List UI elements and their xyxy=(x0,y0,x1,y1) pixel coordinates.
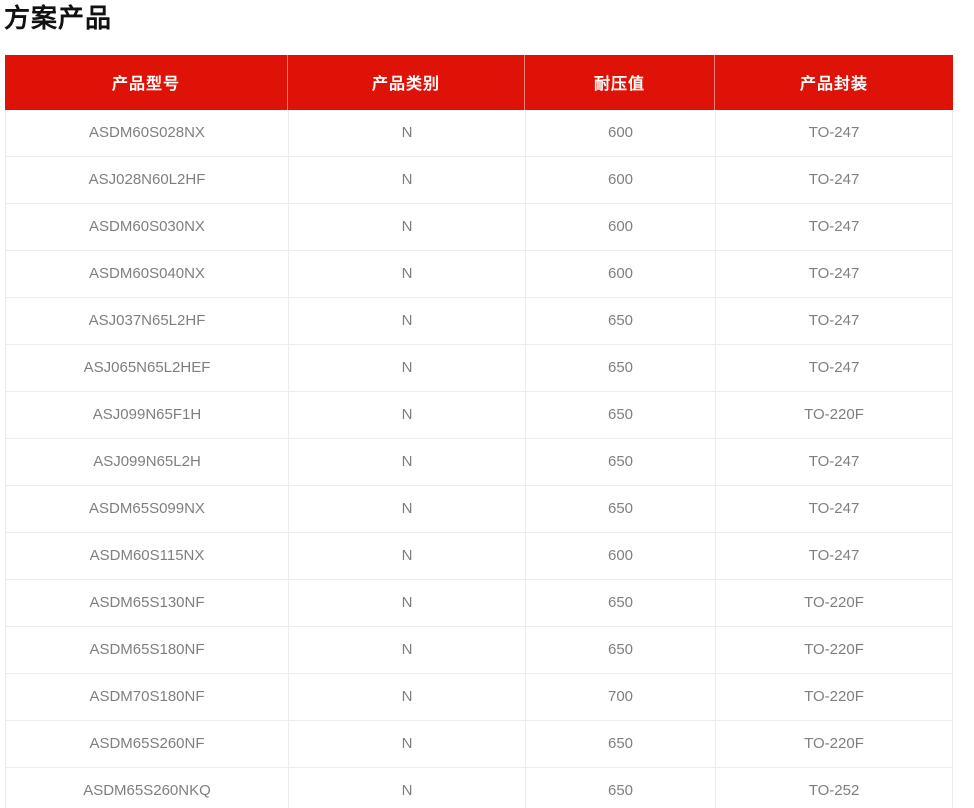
cell-model: ASDM65S099NX xyxy=(5,485,288,533)
table-row: ASJ099N65F1H N 650 TO-220F xyxy=(5,391,953,439)
cell-category: N xyxy=(288,532,525,580)
cell-model: ASJ099N65F1H xyxy=(5,391,288,439)
cell-category: N xyxy=(288,767,525,808)
cell-package: TO-252 xyxy=(715,767,953,808)
table-row: ASJ037N65L2HF N 650 TO-247 xyxy=(5,297,953,345)
cell-model: ASDM65S180NF xyxy=(5,626,288,674)
cell-category: N xyxy=(288,344,525,392)
cell-model: ASDM60S040NX xyxy=(5,250,288,298)
cell-category: N xyxy=(288,626,525,674)
cell-voltage: 650 xyxy=(525,344,715,392)
column-header-model: 产品型号 xyxy=(5,54,288,110)
cell-model: ASDM65S130NF xyxy=(5,579,288,627)
cell-voltage: 600 xyxy=(525,156,715,204)
cell-category: N xyxy=(288,673,525,721)
cell-package: TO-247 xyxy=(715,297,953,345)
cell-package: TO-220F xyxy=(715,391,953,439)
cell-package: TO-220F xyxy=(715,673,953,721)
column-header-package: 产品封装 xyxy=(715,54,953,110)
cell-package: TO-247 xyxy=(715,250,953,298)
cell-voltage: 700 xyxy=(525,673,715,721)
table-row: ASDM60S115NX N 600 TO-247 xyxy=(5,532,953,580)
cell-category: N xyxy=(288,156,525,204)
cell-category: N xyxy=(288,438,525,486)
table-row: ASDM60S030NX N 600 TO-247 xyxy=(5,203,953,251)
cell-voltage: 600 xyxy=(525,250,715,298)
cell-model: ASJ065N65L2HEF xyxy=(5,344,288,392)
cell-package: TO-247 xyxy=(715,438,953,486)
cell-model: ASJ028N60L2HF xyxy=(5,156,288,204)
table-body: ASDM60S028NX N 600 TO-247 ASJ028N60L2HF N 600 T… xyxy=(5,109,953,808)
cell-model: ASDM65S260NKQ xyxy=(5,767,288,808)
cell-package: TO-247 xyxy=(715,109,953,157)
cell-category: N xyxy=(288,109,525,157)
cell-voltage: 650 xyxy=(525,720,715,768)
cell-package: TO-220F xyxy=(715,720,953,768)
table-row: ASDM65S260NKQ N 650 TO-252 xyxy=(5,767,953,808)
table-header-row: 产品型号 产品类别 耐压值 产品封装 xyxy=(5,54,953,110)
cell-model: ASDM60S115NX xyxy=(5,532,288,580)
cell-package: TO-247 xyxy=(715,156,953,204)
cell-voltage: 650 xyxy=(525,626,715,674)
cell-package: TO-220F xyxy=(715,626,953,674)
table-row: ASJ065N65L2HEF N 650 TO-247 xyxy=(5,344,953,392)
cell-voltage: 650 xyxy=(525,391,715,439)
cell-package: TO-220F xyxy=(715,579,953,627)
cell-package: TO-247 xyxy=(715,344,953,392)
cell-model: ASDM70S180NF xyxy=(5,673,288,721)
table-row: ASJ099N65L2H N 650 TO-247 xyxy=(5,438,953,486)
cell-category: N xyxy=(288,297,525,345)
cell-category: N xyxy=(288,391,525,439)
cell-package: TO-247 xyxy=(715,203,953,251)
cell-category: N xyxy=(288,485,525,533)
cell-voltage: 650 xyxy=(525,579,715,627)
cell-voltage: 650 xyxy=(525,485,715,533)
cell-category: N xyxy=(288,579,525,627)
cell-model: ASDM60S028NX xyxy=(5,109,288,157)
column-header-voltage: 耐压值 xyxy=(525,54,715,110)
table-row: ASDM65S099NX N 650 TO-247 xyxy=(5,485,953,533)
page-title: 方案产品 xyxy=(4,3,113,33)
table-row: ASDM60S040NX N 600 TO-247 xyxy=(5,250,953,298)
table-row: ASDM60S028NX N 600 TO-247 xyxy=(5,109,953,157)
table-header: 产品型号 产品类别 耐压值 产品封装 xyxy=(5,54,953,110)
cell-model: ASJ037N65L2HF xyxy=(5,297,288,345)
table-row: ASDM65S260NF N 650 TO-220F xyxy=(5,720,953,768)
table-row: ASDM65S130NF N 650 TO-220F xyxy=(5,579,953,627)
cell-package: TO-247 xyxy=(715,485,953,533)
column-header-category: 产品类别 xyxy=(288,54,525,110)
table-row: ASJ028N60L2HF N 600 TO-247 xyxy=(5,156,953,204)
cell-category: N xyxy=(288,250,525,298)
cell-voltage: 650 xyxy=(525,438,715,486)
cell-category: N xyxy=(288,203,525,251)
cell-category: N xyxy=(288,720,525,768)
cell-voltage: 600 xyxy=(525,203,715,251)
cell-model: ASDM60S030NX xyxy=(5,203,288,251)
cell-package: TO-247 xyxy=(715,532,953,580)
table-row: ASDM70S180NF N 700 TO-220F xyxy=(5,673,953,721)
cell-voltage: 600 xyxy=(525,109,715,157)
cell-voltage: 650 xyxy=(525,297,715,345)
cell-voltage: 650 xyxy=(525,767,715,808)
cell-voltage: 600 xyxy=(525,532,715,580)
cell-model: ASDM65S260NF xyxy=(5,720,288,768)
product-table: 产品型号 产品类别 耐压值 产品封装 ASDM60S028NX N 600 TO-24… xyxy=(5,54,953,808)
table-row: ASDM65S180NF N 650 TO-220F xyxy=(5,626,953,674)
cell-model: ASJ099N65L2H xyxy=(5,438,288,486)
